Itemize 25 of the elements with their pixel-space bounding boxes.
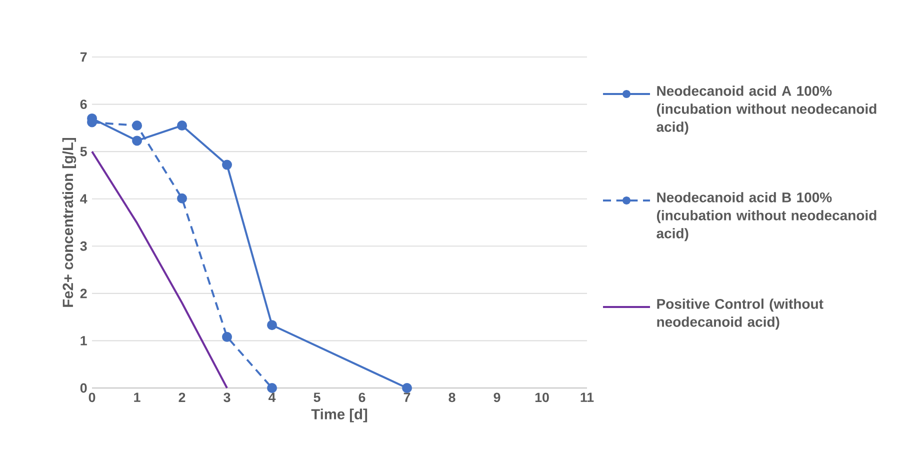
y-tick-label: 1: [80, 336, 87, 346]
y-tick-label: 7: [80, 52, 87, 62]
legend-label: Positive Control (without neodecanoid acid): [657, 298, 824, 330]
x-tick-label: 8: [448, 392, 456, 402]
y-tick-label: 0: [80, 383, 87, 393]
x-tick-label: 3: [224, 392, 230, 402]
legend-label: Neodecanoid acid B 100% (incubation without neodecanoid acid): [656, 192, 876, 242]
y-tick-label: 5: [80, 146, 87, 156]
x-axis-title: Time [d]: [311, 408, 368, 422]
legend-label: Neodecanoid acid A 100% (incubation without neodecanoid acid): [656, 86, 876, 135]
x-tick-label: 1: [134, 392, 140, 402]
x-tick-label: 11: [580, 392, 594, 402]
x-tick-label: 5: [314, 392, 320, 402]
x-tick-label: 6: [358, 392, 366, 402]
y-axis-title: Fe2+ concentration [g/L]: [62, 138, 76, 307]
x-tick-label: 7: [404, 392, 410, 402]
x-tick-label: 10: [535, 392, 549, 402]
y-tick-label: 3: [80, 241, 87, 251]
x-tick-label: 4: [268, 392, 276, 402]
x-tick-label: 9: [494, 392, 500, 402]
x-tick-label: 2: [178, 392, 186, 402]
x-tick-label: 0: [88, 392, 96, 402]
y-tick-label: 2: [80, 288, 87, 298]
y-tick-label: 4: [80, 194, 88, 204]
y-tick-label: 6: [80, 100, 87, 109]
